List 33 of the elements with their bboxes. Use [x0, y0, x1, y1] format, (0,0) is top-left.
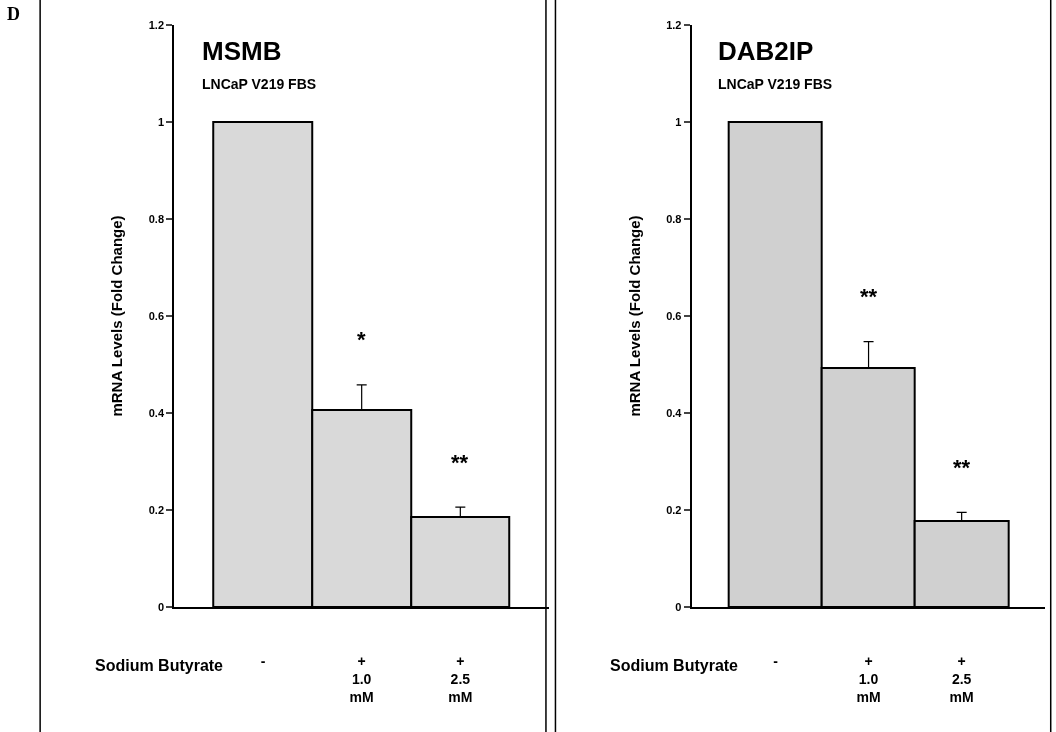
y-tick-label: 1.2: [148, 18, 165, 31]
y-tick-label: 0.6: [666, 309, 682, 322]
annotation: **: [953, 455, 971, 480]
y-tick-label: 0.8: [148, 212, 165, 225]
y-axis-title: mRNA Levels (Fold Change): [108, 215, 126, 417]
y-tick-label: 0.6: [148, 309, 165, 322]
x-tick-label: + 1.0 mM: [856, 652, 881, 706]
y-axis-title: mRNA Levels (Fold Change): [625, 215, 643, 417]
y-tick-label: 0: [675, 600, 682, 613]
text: LNCaP V219 FBS: [718, 76, 833, 92]
annotation: **: [860, 284, 878, 309]
y-tick-label: 1.2: [666, 18, 682, 31]
y-tick-label: 0.2: [666, 503, 682, 516]
text: LNCaP V219 FBS: [202, 76, 317, 92]
x-tick-label: + 2.5 mM: [448, 652, 473, 706]
x-tick-label: -: [773, 652, 779, 669]
y-tick-label: 0.2: [148, 503, 165, 516]
chart-title: DAB2IP: [718, 36, 814, 66]
x-tick-label: + 2.5 mM: [949, 652, 974, 706]
x-tick-label: + 1.0 mM: [349, 652, 374, 706]
y-tick-label: 0.4: [666, 406, 683, 419]
text: Sodium Butyrate: [95, 657, 224, 674]
chart-title: MSMB: [202, 36, 282, 66]
y-tick-label: 1: [157, 115, 165, 128]
x-tick-label: -: [260, 652, 266, 669]
annotation: **: [451, 450, 469, 475]
text: D: [7, 4, 20, 24]
y-tick-label: 1: [675, 115, 682, 128]
annotation: *: [357, 327, 366, 352]
y-tick-label: 0.4: [148, 406, 165, 419]
y-tick-label: 0: [157, 600, 165, 613]
y-tick-label: 0.8: [666, 212, 682, 225]
text: Sodium Butyrate: [610, 657, 739, 674]
